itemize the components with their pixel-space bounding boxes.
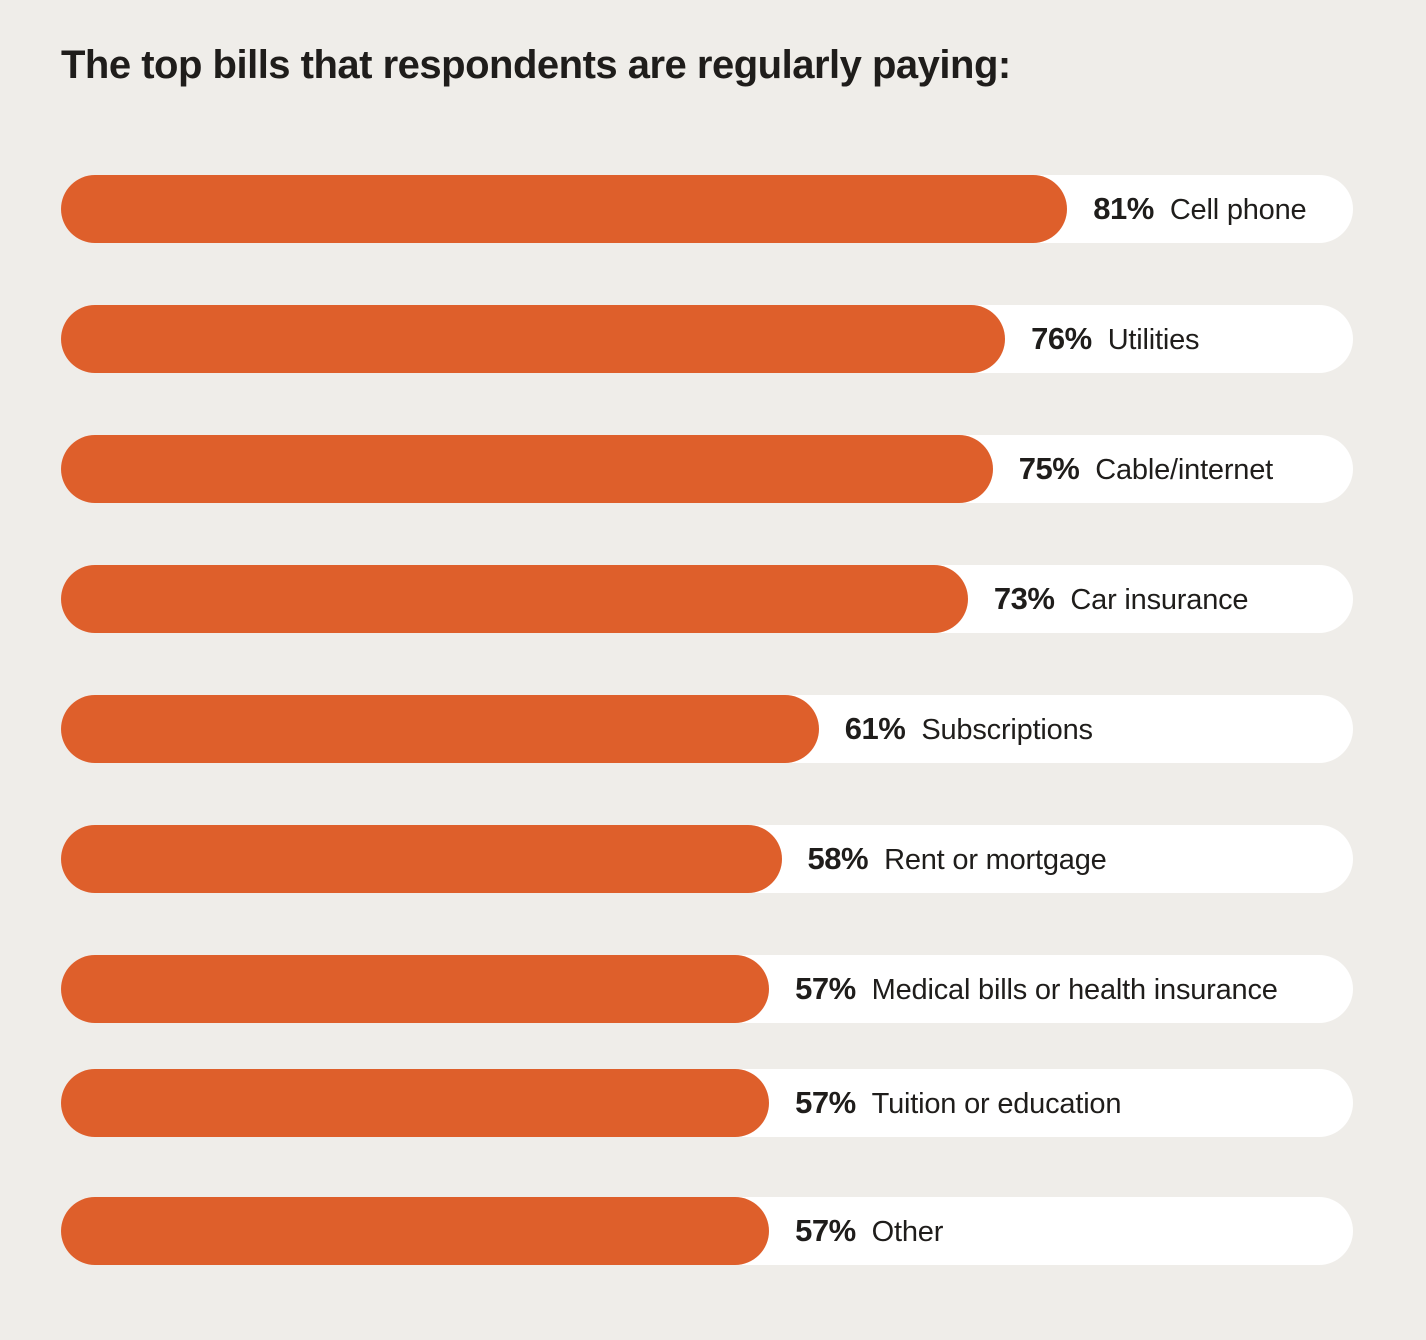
bar-value-label: 57% <box>795 971 856 1006</box>
bar-row-tuition-or-education: 57% Tuition or education <box>61 1069 1353 1137</box>
bar-track: 73% Car insurance <box>61 565 1353 633</box>
bar-value-label: 57% <box>795 1213 856 1248</box>
bar-category-label: Car insurance <box>1070 584 1249 616</box>
bar-annotation: 73% Car insurance <box>993 581 1249 617</box>
bar-track: 61% Subscriptions <box>61 695 1353 763</box>
bar-category-label: Subscriptions <box>921 714 1093 746</box>
bar-fill <box>61 175 1068 243</box>
bar-annotation: 75% Cable/internet <box>1018 451 1274 487</box>
bar-value-label: 76% <box>1031 321 1092 356</box>
bar-track: 76% Utilities <box>61 305 1353 373</box>
bar-row-medical-bills: 57% Medical bills or health insurance <box>61 955 1353 1023</box>
bar-row-rent-or-mortgage: 58% Rent or mortgage <box>61 825 1353 893</box>
bar-category-label: Utilities <box>1107 324 1200 356</box>
bar-category-label: Tuition or education <box>871 1088 1122 1120</box>
bar-category-label: Cable/internet <box>1095 454 1274 486</box>
bar-value-label: 57% <box>795 1085 856 1120</box>
bar-track: 57% Other <box>61 1197 1353 1265</box>
bar-row-cable-internet: 75% Cable/internet <box>61 435 1353 503</box>
bar-annotation: 57% Other <box>795 1213 943 1249</box>
bar-fill <box>61 1069 770 1137</box>
bar-annotation: 76% Utilities <box>1031 321 1199 357</box>
bar-chart: 81% Cell phone 76% Utilities 75% Cable/i… <box>61 175 1353 1265</box>
bar-track: 81% Cell phone <box>61 175 1353 243</box>
bar-track: 57% Medical bills or health insurance <box>61 955 1353 1023</box>
bar-annotation: 81% Cell phone <box>1093 191 1306 227</box>
bar-track: 75% Cable/internet <box>61 435 1353 503</box>
bar-annotation: 57% Tuition or education <box>795 1085 1121 1121</box>
bar-fill <box>61 565 968 633</box>
bar-track: 58% Rent or mortgage <box>61 825 1353 893</box>
bar-category-label: Cell phone <box>1169 194 1307 226</box>
bar-fill <box>61 955 770 1023</box>
bar-annotation: 61% Subscriptions <box>845 711 1093 747</box>
bar-track: 57% Tuition or education <box>61 1069 1353 1137</box>
bar-category-label: Medical bills or health insurance <box>871 974 1278 1006</box>
bar-value-label: 61% <box>844 711 906 746</box>
bar-row-subscriptions: 61% Subscriptions <box>61 695 1353 763</box>
bar-fill <box>61 825 782 893</box>
bar-annotation: 58% Rent or mortgage <box>808 841 1107 877</box>
bar-value-label: 58% <box>807 841 869 876</box>
bar-row-utilities: 76% Utilities <box>61 305 1353 373</box>
bar-fill <box>61 1197 770 1265</box>
bar-fill <box>61 435 993 503</box>
bar-value-label: 75% <box>1018 451 1080 486</box>
bar-row-cell-phone: 81% Cell phone <box>61 175 1353 243</box>
bar-category-label: Rent or mortgage <box>884 844 1107 876</box>
bar-fill <box>61 305 1006 373</box>
bar-value-label: 81% <box>1093 191 1154 226</box>
bar-value-label: 73% <box>993 581 1055 616</box>
bar-fill <box>61 695 819 763</box>
chart-title: The top bills that respondents are regul… <box>61 43 1011 87</box>
bar-annotation: 57% Medical bills or health insurance <box>795 971 1278 1007</box>
bar-row-other: 57% Other <box>61 1197 1353 1265</box>
bar-category-label: Other <box>871 1216 944 1248</box>
bar-row-car-insurance: 73% Car insurance <box>61 565 1353 633</box>
